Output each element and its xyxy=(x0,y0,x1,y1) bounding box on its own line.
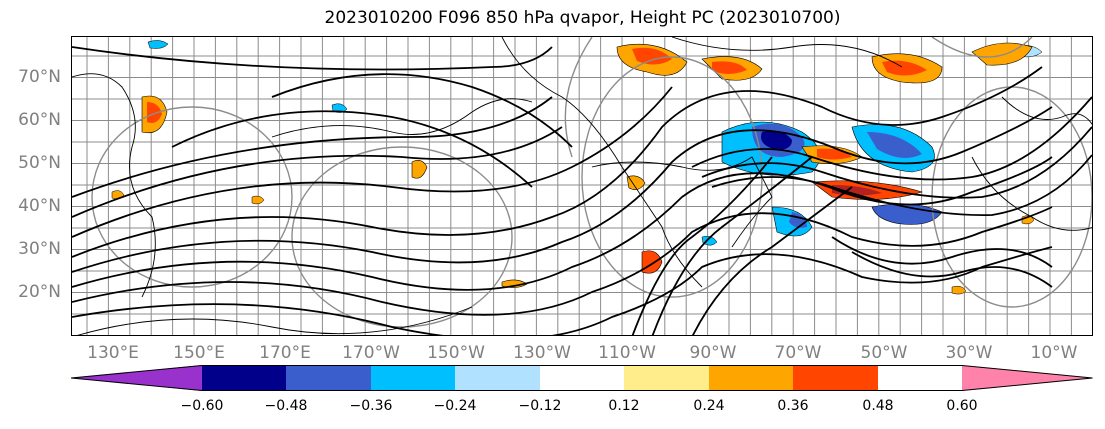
colorbar-segment xyxy=(793,365,878,391)
colorbar-tick-label: 0.24 xyxy=(693,398,725,414)
lon-label-170w: 170°W xyxy=(342,343,400,363)
plot-title: 2023010200 F096 850 hPa qvapor, Height P… xyxy=(324,8,841,28)
lon-label-130e: 130°E xyxy=(87,343,139,363)
colorbar-tick-label: −0.12 xyxy=(518,398,562,414)
colorbar-extend-low xyxy=(71,365,202,391)
graticule xyxy=(72,37,1092,335)
lon-label-150e: 150°E xyxy=(173,343,225,363)
lon-label-10w: 10°W xyxy=(1030,343,1078,363)
lon-label-110w: 110°W xyxy=(598,343,656,363)
lat-label-60n: 60°N xyxy=(18,110,61,130)
lat-label-20n: 20°N xyxy=(18,282,61,302)
lon-label-150w: 150°W xyxy=(427,343,485,363)
colorbar-tick-label: 0.36 xyxy=(777,398,809,414)
colorbar-tick-label: 0.48 xyxy=(862,398,894,414)
colorbar-tick-label: −0.48 xyxy=(264,398,308,414)
coastlines xyxy=(72,37,1092,335)
height-contours xyxy=(72,46,1092,335)
lat-label-50n: 50°N xyxy=(18,153,61,173)
lon-label-30w: 30°W xyxy=(945,343,993,363)
colorbar-segment xyxy=(371,365,455,391)
colorbar-segment xyxy=(624,365,709,391)
lon-label-50w: 50°W xyxy=(860,343,908,363)
lat-label-40n: 40°N xyxy=(18,196,61,216)
colorbar-segment xyxy=(540,365,624,391)
lon-label-70w: 70°W xyxy=(774,343,822,363)
colorbar-segment xyxy=(709,365,793,391)
lat-label-30n: 30°N xyxy=(18,239,61,259)
colorbar-segment xyxy=(455,365,540,391)
lon-label-170e: 170°E xyxy=(259,343,311,363)
lat-label-70n: 70°N xyxy=(18,67,61,87)
colorbar-outline xyxy=(71,365,1093,391)
map-panel xyxy=(71,36,1093,336)
colorbar-tick-label: 0.12 xyxy=(608,398,640,414)
qvapor-shading xyxy=(111,40,1043,295)
height-pc-contours xyxy=(91,37,1092,328)
colorbar-extend-high xyxy=(962,365,1093,391)
colorbar-segment xyxy=(286,365,371,391)
colorbar xyxy=(71,365,1093,391)
map-canvas xyxy=(72,37,1092,335)
colorbar-tick-label: −0.36 xyxy=(349,398,393,414)
colorbar-segment xyxy=(202,365,286,391)
colorbar-tick-label: −0.60 xyxy=(180,398,224,414)
lon-label-90w: 90°W xyxy=(689,343,737,363)
colorbar-tick-label: −0.24 xyxy=(433,398,477,414)
lon-label-130w: 130°W xyxy=(513,343,571,363)
colorbar-tick-label: 0.60 xyxy=(946,398,978,414)
